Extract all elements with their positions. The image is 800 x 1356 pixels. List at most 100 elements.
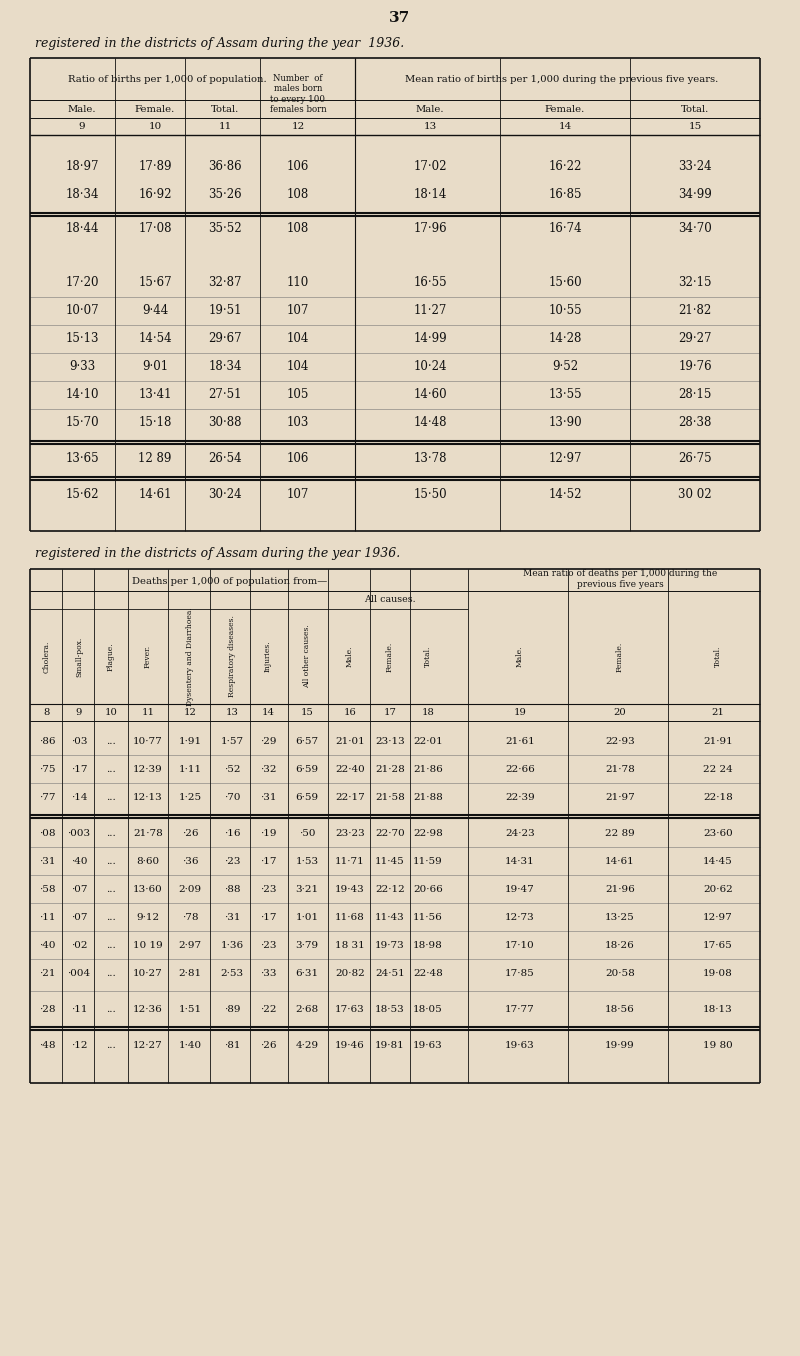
Text: ·81: ·81	[224, 1040, 240, 1050]
Text: 23·23: 23·23	[335, 829, 365, 838]
Text: 18·34: 18·34	[66, 188, 98, 202]
Text: 20·62: 20·62	[703, 884, 733, 894]
Text: 21·58: 21·58	[375, 792, 405, 801]
Text: 1·40: 1·40	[178, 1040, 202, 1050]
Text: 21·91: 21·91	[703, 736, 733, 746]
Text: 11·59: 11·59	[413, 857, 443, 865]
Text: 11·27: 11·27	[414, 305, 446, 317]
Text: 10: 10	[105, 708, 118, 717]
Text: 13·90: 13·90	[548, 416, 582, 430]
Text: 19·08: 19·08	[703, 968, 733, 978]
Text: 21·01: 21·01	[335, 736, 365, 746]
Text: 9·33: 9·33	[69, 361, 95, 373]
Text: 15·70: 15·70	[65, 416, 99, 430]
Text: 18·05: 18·05	[413, 1005, 443, 1013]
Text: 23·60: 23·60	[703, 829, 733, 838]
Text: 18·53: 18·53	[375, 1005, 405, 1013]
Text: Male.: Male.	[516, 645, 524, 667]
Text: 11·43: 11·43	[375, 913, 405, 922]
Text: 34·70: 34·70	[678, 222, 712, 236]
Text: Male.: Male.	[416, 104, 444, 114]
Text: 29·67: 29·67	[208, 332, 242, 346]
Text: ...: ...	[106, 968, 116, 978]
Text: 19·51: 19·51	[208, 305, 242, 317]
Text: ...: ...	[106, 884, 116, 894]
Text: 2·53: 2·53	[221, 968, 243, 978]
Text: ...: ...	[106, 1040, 116, 1050]
Text: ...: ...	[106, 1005, 116, 1013]
Text: ·36: ·36	[182, 857, 198, 865]
Text: 19·63: 19·63	[505, 1040, 535, 1050]
Text: ·22: ·22	[260, 1005, 276, 1013]
Text: ·32: ·32	[260, 765, 276, 773]
Text: 11·45: 11·45	[375, 857, 405, 865]
Text: 13·78: 13·78	[414, 453, 446, 465]
Text: 22·39: 22·39	[505, 792, 535, 801]
Text: 16·55: 16·55	[413, 277, 447, 289]
Text: 19·47: 19·47	[505, 884, 535, 894]
Text: ·23: ·23	[260, 884, 276, 894]
Text: 108: 108	[287, 222, 309, 236]
Text: 12: 12	[183, 708, 197, 717]
Text: ·86: ·86	[38, 736, 55, 746]
Text: 17·08: 17·08	[138, 222, 172, 236]
Text: 6·31: 6·31	[295, 968, 318, 978]
Text: 17·63: 17·63	[335, 1005, 365, 1013]
Text: 2·09: 2·09	[178, 884, 202, 894]
Text: ·16: ·16	[224, 829, 240, 838]
Text: ·78: ·78	[182, 913, 198, 922]
Text: 1·11: 1·11	[178, 765, 202, 773]
Text: Dysentery and Diarrhoea.: Dysentery and Diarrhoea.	[186, 607, 194, 706]
Text: ·08: ·08	[38, 829, 55, 838]
Text: 18·26: 18·26	[605, 941, 635, 949]
Text: 4·29: 4·29	[295, 1040, 318, 1050]
Text: 6·59: 6·59	[295, 792, 318, 801]
Text: ·52: ·52	[224, 765, 240, 773]
Text: ·77: ·77	[38, 792, 55, 801]
Text: ...: ...	[106, 913, 116, 922]
Text: 21·86: 21·86	[413, 765, 443, 773]
Text: 29·27: 29·27	[678, 332, 712, 346]
Text: ·21: ·21	[38, 968, 55, 978]
Text: 3·21: 3·21	[295, 884, 318, 894]
Text: 20: 20	[614, 708, 626, 717]
Text: ·88: ·88	[224, 884, 240, 894]
Text: 15·50: 15·50	[413, 488, 447, 502]
Text: 21·78: 21·78	[605, 765, 635, 773]
Text: ·58: ·58	[38, 884, 55, 894]
Text: 12·13: 12·13	[133, 792, 163, 801]
Text: 11·56: 11·56	[413, 913, 443, 922]
Text: ...: ...	[106, 792, 116, 801]
Text: 17·65: 17·65	[703, 941, 733, 949]
Text: 9·44: 9·44	[142, 305, 168, 317]
Text: 3·79: 3·79	[295, 941, 318, 949]
Text: Injuries.: Injuries.	[264, 640, 272, 673]
Text: ·12: ·12	[70, 1040, 87, 1050]
Text: ·17: ·17	[260, 857, 276, 865]
Text: 10·24: 10·24	[414, 361, 446, 373]
Text: ...: ...	[106, 941, 116, 949]
Text: 18·56: 18·56	[605, 1005, 635, 1013]
Text: 20·66: 20·66	[413, 884, 443, 894]
Text: 22·01: 22·01	[413, 736, 443, 746]
Text: ·07: ·07	[70, 913, 87, 922]
Text: 15·62: 15·62	[66, 488, 98, 502]
Text: 35·52: 35·52	[208, 222, 242, 236]
Text: 1·91: 1·91	[178, 736, 202, 746]
Text: 13·41: 13·41	[138, 389, 172, 401]
Text: ·31: ·31	[260, 792, 276, 801]
Text: 14: 14	[558, 122, 572, 132]
Text: ·40: ·40	[38, 941, 55, 949]
Text: 16·92: 16·92	[138, 188, 172, 202]
Text: 33·24: 33·24	[678, 160, 712, 174]
Text: 12·36: 12·36	[133, 1005, 163, 1013]
Text: 22·98: 22·98	[413, 829, 443, 838]
Text: 24·51: 24·51	[375, 968, 405, 978]
Text: 14·54: 14·54	[138, 332, 172, 346]
Text: 14·48: 14·48	[414, 416, 446, 430]
Text: 22·18: 22·18	[703, 792, 733, 801]
Text: 32·15: 32·15	[678, 277, 712, 289]
Text: ...: ...	[106, 736, 116, 746]
Text: 12·39: 12·39	[133, 765, 163, 773]
Text: ·33: ·33	[260, 968, 276, 978]
